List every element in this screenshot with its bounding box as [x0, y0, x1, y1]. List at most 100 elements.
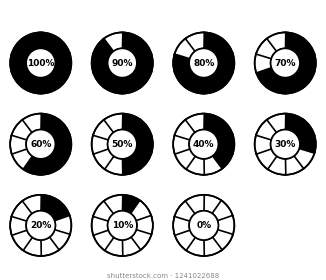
Wedge shape	[174, 38, 195, 59]
Wedge shape	[22, 114, 41, 132]
Wedge shape	[131, 200, 152, 221]
Wedge shape	[294, 148, 315, 169]
Circle shape	[271, 130, 300, 159]
Wedge shape	[92, 53, 109, 73]
Wedge shape	[93, 148, 114, 169]
Wedge shape	[255, 134, 272, 154]
Text: 20%: 20%	[30, 221, 52, 230]
Wedge shape	[136, 134, 153, 154]
Wedge shape	[267, 156, 286, 175]
Wedge shape	[40, 237, 59, 256]
Wedge shape	[203, 32, 222, 51]
Wedge shape	[40, 195, 59, 214]
Text: shutterstock.com · 1241022688: shutterstock.com · 1241022688	[107, 273, 219, 279]
Wedge shape	[22, 237, 41, 256]
Text: 80%: 80%	[193, 59, 215, 67]
Wedge shape	[212, 67, 233, 88]
Wedge shape	[122, 195, 141, 214]
Circle shape	[108, 48, 137, 78]
Wedge shape	[40, 32, 59, 51]
Wedge shape	[10, 53, 27, 73]
Wedge shape	[93, 230, 114, 250]
Wedge shape	[104, 237, 123, 256]
Wedge shape	[49, 200, 70, 221]
Wedge shape	[11, 67, 32, 88]
Wedge shape	[11, 230, 32, 250]
Wedge shape	[267, 114, 286, 132]
Text: 10%: 10%	[111, 221, 133, 230]
Wedge shape	[173, 215, 190, 235]
Wedge shape	[299, 134, 316, 154]
Wedge shape	[11, 38, 32, 59]
Wedge shape	[185, 156, 204, 175]
Wedge shape	[54, 215, 71, 235]
Wedge shape	[185, 237, 204, 256]
Wedge shape	[93, 119, 114, 140]
Wedge shape	[92, 215, 109, 235]
Wedge shape	[285, 32, 304, 51]
Wedge shape	[104, 114, 123, 132]
Wedge shape	[11, 148, 32, 169]
Wedge shape	[256, 148, 277, 169]
Wedge shape	[93, 200, 114, 221]
Circle shape	[108, 211, 137, 240]
Wedge shape	[212, 230, 233, 250]
Wedge shape	[122, 114, 141, 132]
Wedge shape	[299, 53, 316, 73]
Wedge shape	[49, 230, 70, 250]
Wedge shape	[174, 148, 195, 169]
Wedge shape	[217, 215, 234, 235]
Wedge shape	[11, 119, 32, 140]
Wedge shape	[136, 215, 153, 235]
Wedge shape	[49, 119, 70, 140]
Wedge shape	[40, 156, 59, 175]
Wedge shape	[49, 38, 70, 59]
Wedge shape	[185, 114, 204, 132]
Wedge shape	[93, 38, 114, 59]
Wedge shape	[217, 134, 234, 154]
Wedge shape	[256, 38, 277, 59]
Wedge shape	[217, 53, 234, 73]
Wedge shape	[294, 67, 315, 88]
Wedge shape	[185, 195, 204, 214]
Wedge shape	[185, 32, 204, 51]
Circle shape	[189, 211, 218, 240]
Wedge shape	[173, 134, 190, 154]
Wedge shape	[212, 200, 233, 221]
Wedge shape	[40, 114, 59, 132]
Circle shape	[189, 48, 218, 78]
Text: 40%: 40%	[193, 140, 215, 149]
Wedge shape	[22, 75, 41, 94]
Wedge shape	[203, 195, 222, 214]
Wedge shape	[285, 114, 304, 132]
Wedge shape	[131, 148, 152, 169]
Wedge shape	[22, 156, 41, 175]
Wedge shape	[122, 156, 141, 175]
Wedge shape	[212, 119, 233, 140]
Text: 60%: 60%	[30, 140, 52, 149]
Text: 90%: 90%	[111, 59, 133, 67]
Wedge shape	[131, 119, 152, 140]
Wedge shape	[11, 200, 32, 221]
Wedge shape	[131, 67, 152, 88]
Text: 0%: 0%	[196, 221, 211, 230]
Wedge shape	[173, 53, 190, 73]
Wedge shape	[294, 38, 315, 59]
Wedge shape	[22, 195, 41, 214]
Circle shape	[26, 211, 55, 240]
Wedge shape	[203, 237, 222, 256]
Wedge shape	[185, 75, 204, 94]
Wedge shape	[267, 75, 286, 94]
Wedge shape	[203, 75, 222, 94]
Text: 50%: 50%	[111, 140, 133, 149]
Wedge shape	[40, 75, 59, 94]
Wedge shape	[212, 148, 233, 169]
Wedge shape	[10, 215, 27, 235]
Wedge shape	[92, 134, 109, 154]
Circle shape	[271, 48, 300, 78]
Wedge shape	[49, 148, 70, 169]
Wedge shape	[174, 67, 195, 88]
Wedge shape	[267, 32, 286, 51]
Wedge shape	[285, 156, 304, 175]
Wedge shape	[203, 156, 222, 175]
